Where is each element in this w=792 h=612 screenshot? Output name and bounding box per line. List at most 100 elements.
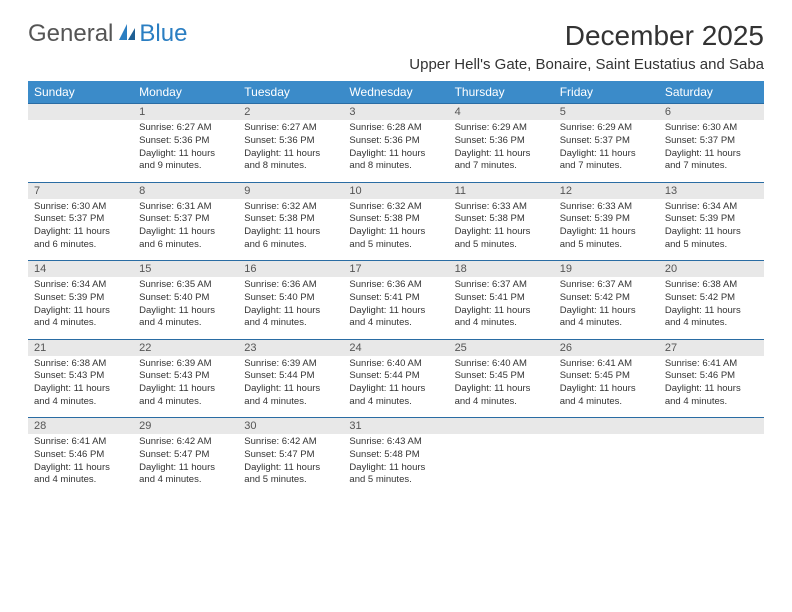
detail-line: Daylight: 11 hours [455,305,548,318]
detail-line: Sunrise: 6:38 AM [665,279,758,292]
day-number-row: 123456 [28,104,764,121]
detail-line: and 5 minutes. [349,239,442,252]
detail-line: Daylight: 11 hours [34,226,127,239]
detail-line: Sunrise: 6:30 AM [34,201,127,214]
detail-line: and 4 minutes. [560,396,653,409]
detail-line: Sunrise: 6:41 AM [665,358,758,371]
day-number-cell: 7 [28,182,133,199]
day-detail-cell: Sunrise: 6:38 AMSunset: 5:42 PMDaylight:… [659,277,764,339]
detail-line: Sunset: 5:43 PM [139,370,232,383]
month-title: December 2025 [409,20,764,52]
detail-line: Daylight: 11 hours [139,226,232,239]
detail-line: Sunrise: 6:42 AM [139,436,232,449]
day-detail-cell: Sunrise: 6:33 AMSunset: 5:38 PMDaylight:… [449,199,554,261]
detail-line: Daylight: 11 hours [349,305,442,318]
detail-line: Daylight: 11 hours [139,383,232,396]
day-detail-cell: Sunrise: 6:32 AMSunset: 5:38 PMDaylight:… [238,199,343,261]
detail-line: Sunrise: 6:43 AM [349,436,442,449]
day-number-cell [449,418,554,435]
detail-line: Daylight: 11 hours [560,148,653,161]
detail-line: and 5 minutes. [244,474,337,487]
detail-line: Daylight: 11 hours [349,226,442,239]
day-number-row: 21222324252627 [28,339,764,356]
day-number-cell: 13 [659,182,764,199]
detail-line: and 5 minutes. [455,239,548,252]
detail-line: Daylight: 11 hours [139,148,232,161]
detail-line: and 5 minutes. [349,474,442,487]
day-detail-cell [554,434,659,496]
day-number-cell: 17 [343,261,448,278]
detail-line: Sunrise: 6:42 AM [244,436,337,449]
day-number-cell: 9 [238,182,343,199]
day-number-cell: 27 [659,339,764,356]
detail-line: Sunrise: 6:32 AM [349,201,442,214]
day-number-cell: 26 [554,339,659,356]
day-detail-cell [28,120,133,182]
day-number-row: 78910111213 [28,182,764,199]
day-number-cell: 4 [449,104,554,121]
day-detail-cell: Sunrise: 6:40 AMSunset: 5:44 PMDaylight:… [343,356,448,418]
detail-line: Sunset: 5:37 PM [665,135,758,148]
detail-line: and 5 minutes. [665,239,758,252]
detail-line: Sunrise: 6:41 AM [560,358,653,371]
detail-line: Sunrise: 6:32 AM [244,201,337,214]
detail-line: Sunset: 5:41 PM [349,292,442,305]
detail-line: Sunset: 5:42 PM [560,292,653,305]
detail-line: Daylight: 11 hours [34,305,127,318]
detail-line: Sunset: 5:44 PM [244,370,337,383]
detail-line: Sunset: 5:36 PM [349,135,442,148]
detail-line: Sunrise: 6:38 AM [34,358,127,371]
day-number-cell: 22 [133,339,238,356]
detail-line: Sunset: 5:40 PM [244,292,337,305]
header: General Blue December 2025 Upper Hell's … [28,20,764,73]
day-number-cell: 21 [28,339,133,356]
detail-line: and 4 minutes. [139,474,232,487]
day-detail-row: Sunrise: 6:30 AMSunset: 5:37 PMDaylight:… [28,199,764,261]
day-number-cell: 15 [133,261,238,278]
dow-header: Sunday [28,81,133,104]
day-number-cell: 28 [28,418,133,435]
detail-line: Daylight: 11 hours [560,226,653,239]
detail-line: Daylight: 11 hours [139,462,232,475]
detail-line: Sunset: 5:46 PM [34,449,127,462]
detail-line: Sunset: 5:37 PM [139,213,232,226]
day-detail-cell: Sunrise: 6:35 AMSunset: 5:40 PMDaylight:… [133,277,238,339]
day-number-cell: 19 [554,261,659,278]
dow-header: Thursday [449,81,554,104]
day-detail-cell: Sunrise: 6:34 AMSunset: 5:39 PMDaylight:… [659,199,764,261]
detail-line: and 7 minutes. [665,160,758,173]
day-detail-cell: Sunrise: 6:41 AMSunset: 5:45 PMDaylight:… [554,356,659,418]
day-number-cell: 2 [238,104,343,121]
detail-line: and 4 minutes. [665,396,758,409]
day-detail-cell: Sunrise: 6:36 AMSunset: 5:40 PMDaylight:… [238,277,343,339]
day-number-cell: 30 [238,418,343,435]
logo-sail-icon [117,22,137,47]
detail-line: Sunrise: 6:33 AM [560,201,653,214]
logo-text-blue: Blue [139,20,187,48]
detail-line: Sunrise: 6:35 AM [139,279,232,292]
day-number-cell: 25 [449,339,554,356]
detail-line: Sunrise: 6:36 AM [244,279,337,292]
dow-header: Wednesday [343,81,448,104]
day-number-cell: 29 [133,418,238,435]
detail-line: Sunset: 5:46 PM [665,370,758,383]
detail-line: Sunset: 5:36 PM [455,135,548,148]
detail-line: Sunset: 5:39 PM [560,213,653,226]
day-number-row: 14151617181920 [28,261,764,278]
detail-line: Sunrise: 6:37 AM [560,279,653,292]
detail-line: Sunset: 5:45 PM [455,370,548,383]
detail-line: Sunrise: 6:28 AM [349,122,442,135]
detail-line: and 4 minutes. [34,474,127,487]
logo-text-general: General [28,20,113,48]
day-detail-cell: Sunrise: 6:33 AMSunset: 5:39 PMDaylight:… [554,199,659,261]
day-number-cell: 3 [343,104,448,121]
detail-line: and 8 minutes. [244,160,337,173]
detail-line: Sunrise: 6:36 AM [349,279,442,292]
day-detail-cell: Sunrise: 6:41 AMSunset: 5:46 PMDaylight:… [659,356,764,418]
day-number-cell: 16 [238,261,343,278]
day-detail-row: Sunrise: 6:34 AMSunset: 5:39 PMDaylight:… [28,277,764,339]
detail-line: and 4 minutes. [34,317,127,330]
day-detail-cell: Sunrise: 6:30 AMSunset: 5:37 PMDaylight:… [28,199,133,261]
day-detail-cell: Sunrise: 6:42 AMSunset: 5:47 PMDaylight:… [238,434,343,496]
day-detail-cell: Sunrise: 6:34 AMSunset: 5:39 PMDaylight:… [28,277,133,339]
